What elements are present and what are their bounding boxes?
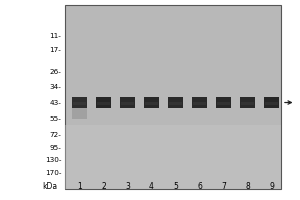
Bar [64,125,280,189]
Text: 2: 2 [101,182,106,191]
Text: 72-: 72- [50,132,61,138]
Text: 34-: 34- [50,84,61,90]
Text: 170-: 170- [45,170,62,176]
Bar [216,97,231,108]
Text: 55-: 55- [50,116,61,122]
Text: kDa: kDa [42,182,57,191]
Bar [264,97,279,108]
Text: 4: 4 [149,182,154,191]
Text: 7: 7 [221,182,226,191]
Text: 95-: 95- [50,145,61,151]
Bar [144,97,159,108]
Bar [97,102,110,105]
Bar [217,102,230,105]
Text: 43-: 43- [50,100,61,106]
Text: 1: 1 [77,182,82,191]
Text: 17-: 17- [50,47,61,53]
Text: 26-: 26- [50,69,61,75]
Bar [72,108,87,119]
Text: 11-: 11- [50,33,61,39]
Text: 130-: 130- [45,157,62,163]
Text: 5: 5 [173,182,178,191]
Bar [145,102,158,105]
Text: 9: 9 [269,182,274,191]
Bar [240,97,255,108]
Bar [64,5,280,189]
Text: 3: 3 [125,182,130,191]
Text: 6: 6 [197,182,202,191]
Bar [193,102,206,105]
Bar [121,102,134,105]
Bar [96,97,111,108]
Bar [72,97,87,108]
Bar [265,102,278,105]
Bar [169,102,182,105]
Bar [192,97,207,108]
Text: 8: 8 [245,182,250,191]
Bar [241,102,254,105]
Bar [73,102,86,105]
Bar [120,97,135,108]
Bar [168,97,183,108]
